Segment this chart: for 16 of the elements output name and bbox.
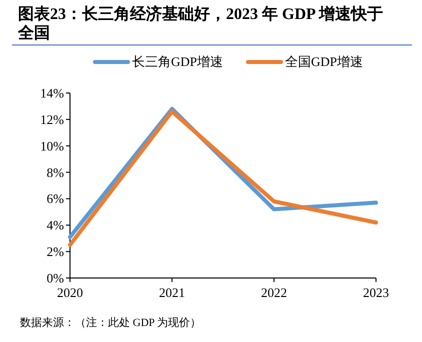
y-tick-label: 2% — [46, 244, 64, 260]
y-tick-label: 0% — [46, 270, 64, 286]
x-tick-label: 2021 — [159, 285, 185, 300]
y-tick-label: 6% — [46, 191, 64, 206]
x-tick-label: 2022 — [261, 285, 287, 300]
y-tick-label: 4% — [46, 218, 64, 233]
x-tick-label: 2023 — [363, 285, 389, 300]
y-tick-label: 10% — [40, 138, 64, 154]
x-tick-label: 2020 — [57, 285, 83, 300]
chart-title: 图表23：长三角经济基础好，2023 年 GDP 增速快于全国 — [17, 5, 383, 42]
legend-label: 全国GDP增速 — [285, 54, 364, 69]
source-note: 数据来源：（注：此处 GDP 为现价） — [20, 316, 202, 329]
y-tick-label: 8% — [46, 164, 64, 180]
y-tick-label: 14% — [40, 86, 64, 100]
y-tick-label: 12% — [40, 112, 64, 127]
legend-label: 长三角GDP增速 — [132, 54, 224, 69]
